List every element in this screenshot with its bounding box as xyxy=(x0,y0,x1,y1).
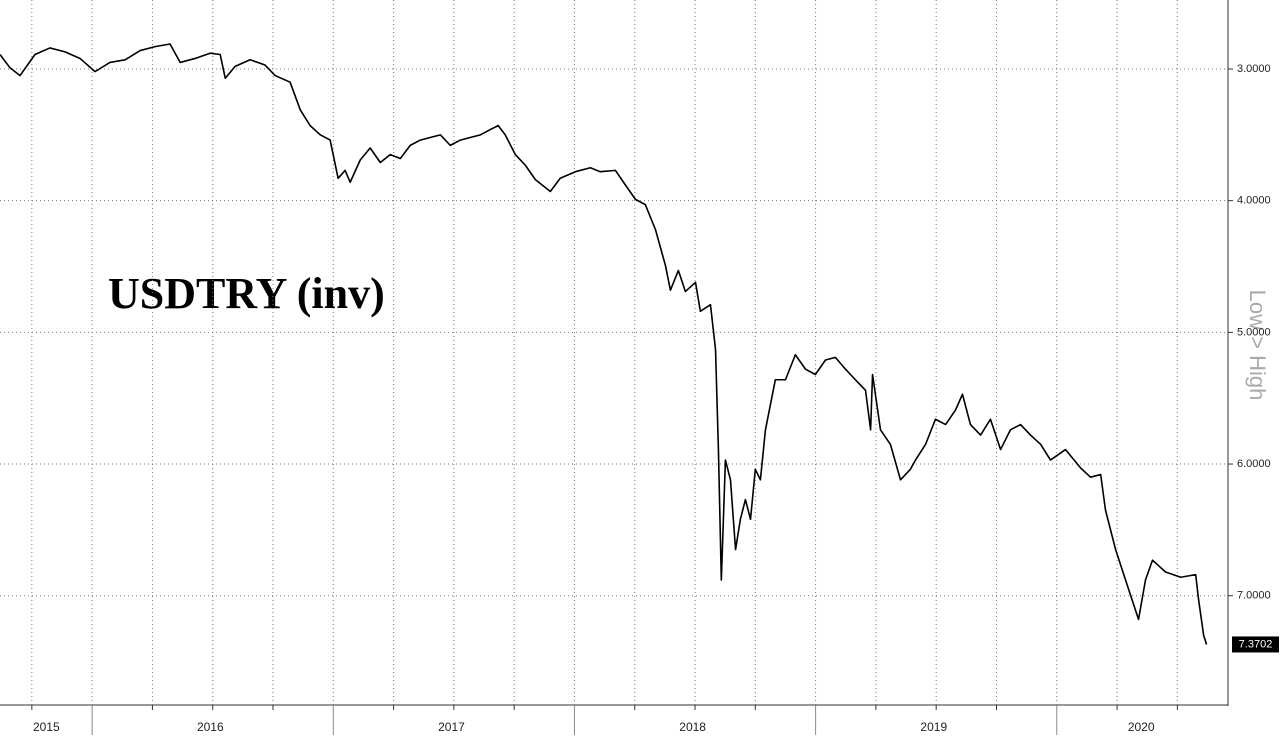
x-tick-label: 2015 xyxy=(33,720,60,734)
y-tick-label: 6.0000 xyxy=(1237,458,1271,470)
last-value-label: 7.3702 xyxy=(1239,638,1273,650)
chart-title: USDTRY (inv) xyxy=(108,269,385,318)
last-value-box xyxy=(1232,636,1279,653)
price-line xyxy=(0,43,1208,645)
x-tick-label: 2020 xyxy=(1128,720,1155,734)
y-tick-label: 4.0000 xyxy=(1237,195,1271,207)
y-tick-label: 5.0000 xyxy=(1237,326,1271,338)
y-tick-label: 3.0000 xyxy=(1237,63,1271,75)
x-tick-label: 2017 xyxy=(438,720,465,734)
y-axis-label: Low > High xyxy=(1245,290,1270,401)
x-tick-label: 2018 xyxy=(679,720,706,734)
y-tick-label: 7.0000 xyxy=(1237,590,1271,602)
x-tick-label: 2019 xyxy=(920,720,947,734)
x-tick-label: 2016 xyxy=(197,720,224,734)
